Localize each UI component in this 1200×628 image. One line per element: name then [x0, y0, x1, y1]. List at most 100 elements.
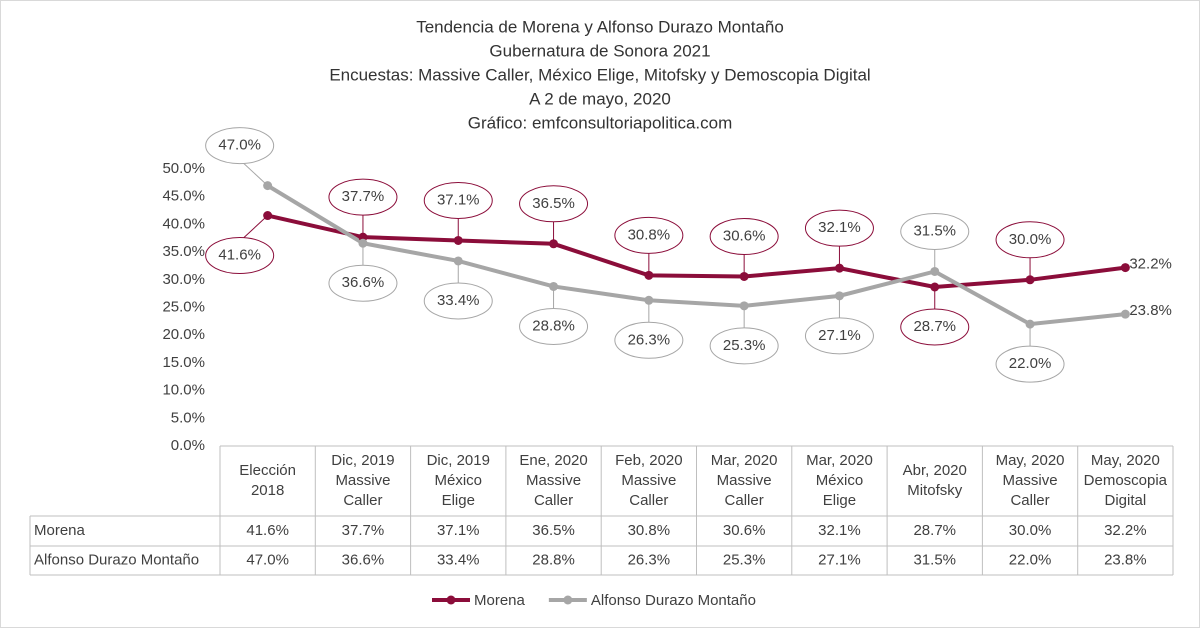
point — [1120, 309, 1130, 319]
x-tick-label: Mitofsky — [907, 482, 963, 499]
y-tick-label: 0.0% — [171, 437, 205, 454]
x-tick-label: Elige — [823, 492, 856, 509]
table-value: 41.6% — [246, 522, 289, 539]
callout — [205, 237, 275, 275]
x-tick-label: Abr, 2020 — [903, 462, 967, 479]
x-tick-label: Digital — [1105, 492, 1147, 509]
table-value: 33.4% — [437, 551, 480, 568]
x-tick-label: Massive — [335, 472, 390, 489]
data-label: 26.3% — [628, 331, 671, 348]
data-label: 37.1% — [437, 191, 480, 208]
row-label: Morena — [34, 522, 86, 539]
data-label: 33.4% — [437, 292, 480, 309]
x-tick-label: Dic, 2019 — [427, 452, 490, 469]
table-value: 30.6% — [723, 522, 766, 539]
y-tick-label: 30.0% — [162, 271, 205, 288]
table-value: 47.0% — [246, 551, 289, 568]
table-value: 27.1% — [818, 551, 861, 568]
x-tick-label: Mar, 2020 — [711, 452, 778, 469]
data-label: 47.0% — [218, 137, 261, 154]
data-label: 32.1% — [818, 219, 861, 236]
table-value: 36.6% — [342, 551, 385, 568]
data-label: 23.8% — [1129, 302, 1172, 319]
x-tick-label: Massive — [717, 472, 772, 489]
y-tick-label: 25.0% — [162, 298, 205, 315]
legend-marker — [563, 595, 573, 605]
y-tick-label: 10.0% — [162, 382, 205, 399]
y-tick-label: 50.0% — [162, 160, 205, 177]
x-tick-label: May, 2020 — [996, 452, 1065, 469]
callout — [205, 127, 275, 165]
callout — [423, 181, 493, 219]
data-label: 28.7% — [913, 318, 956, 335]
callout — [614, 216, 684, 254]
callout — [995, 221, 1065, 259]
data-label: 37.7% — [342, 188, 385, 205]
data-label: 36.6% — [342, 274, 385, 291]
table-value: 37.7% — [342, 522, 385, 539]
y-tick-label: 5.0% — [171, 409, 205, 426]
data-label: 28.8% — [532, 317, 575, 334]
data-label: 31.5% — [913, 222, 956, 239]
legend-label: Alfonso Durazo Montaño — [591, 592, 756, 609]
x-tick-label: Caller — [343, 492, 382, 509]
chart-title: Tendencia de Morena y Alfonso Durazo Mon… — [416, 17, 784, 36]
callout — [519, 307, 589, 345]
x-tick-label: Elección — [239, 462, 296, 479]
x-tick-label: Dic, 2019 — [331, 452, 394, 469]
chart-title: A 2 de mayo, 2020 — [529, 89, 671, 108]
legend-label: Morena — [474, 592, 526, 609]
x-tick-label: May, 2020 — [1091, 452, 1160, 469]
table-value: 36.5% — [532, 522, 575, 539]
chart-title: Gubernatura de Sonora 2021 — [489, 41, 710, 60]
table-value: 30.0% — [1009, 522, 1052, 539]
x-tick-label: Massive — [526, 472, 581, 489]
legend-marker — [446, 595, 456, 605]
x-tick-label: Massive — [1003, 472, 1058, 489]
table-value: 37.1% — [437, 522, 480, 539]
chart-title: Gráfico: emfconsultoriapolitica.com — [468, 113, 733, 132]
table-value: 23.8% — [1104, 551, 1147, 568]
row-label: Alfonso Durazo Montaño — [34, 551, 199, 568]
x-tick-label: Massive — [621, 472, 676, 489]
table-value: 22.0% — [1009, 551, 1052, 568]
callout — [519, 185, 589, 223]
data-label: 22.0% — [1009, 355, 1052, 372]
table-value: 30.8% — [628, 522, 671, 539]
callout — [328, 178, 398, 216]
series-line — [266, 183, 1126, 327]
data-label: 27.1% — [818, 327, 861, 344]
data-label: 30.0% — [1009, 231, 1052, 248]
data-label: 32.2% — [1129, 256, 1172, 273]
y-tick-label: 45.0% — [162, 188, 205, 205]
table-value: 25.3% — [723, 551, 766, 568]
x-tick-label: México — [434, 472, 482, 489]
x-tick-label: Caller — [629, 492, 668, 509]
series-line — [267, 213, 1126, 290]
y-tick-label: 40.0% — [162, 215, 205, 232]
table-value: 26.3% — [628, 551, 671, 568]
callout — [900, 212, 970, 250]
callout — [709, 327, 779, 365]
callout — [614, 321, 684, 359]
x-tick-label: Caller — [1010, 492, 1049, 509]
table-value: 28.8% — [532, 551, 575, 568]
table-value: 32.2% — [1104, 522, 1147, 539]
table-value: 31.5% — [913, 551, 956, 568]
callout — [900, 308, 970, 346]
x-tick-label: México — [816, 472, 864, 489]
table-value: 28.7% — [913, 522, 956, 539]
y-tick-label: 35.0% — [162, 243, 205, 260]
callout — [995, 345, 1065, 383]
data-label: 30.8% — [628, 226, 671, 243]
data-label: 30.6% — [723, 227, 766, 244]
x-tick-label: Caller — [534, 492, 573, 509]
callout — [709, 217, 779, 255]
x-tick-label: Feb, 2020 — [615, 452, 683, 469]
callout — [423, 282, 493, 320]
callout — [804, 209, 874, 247]
x-tick-label: Caller — [725, 492, 764, 509]
chart-title: Encuestas: Massive Caller, México Elige,… — [329, 65, 870, 84]
